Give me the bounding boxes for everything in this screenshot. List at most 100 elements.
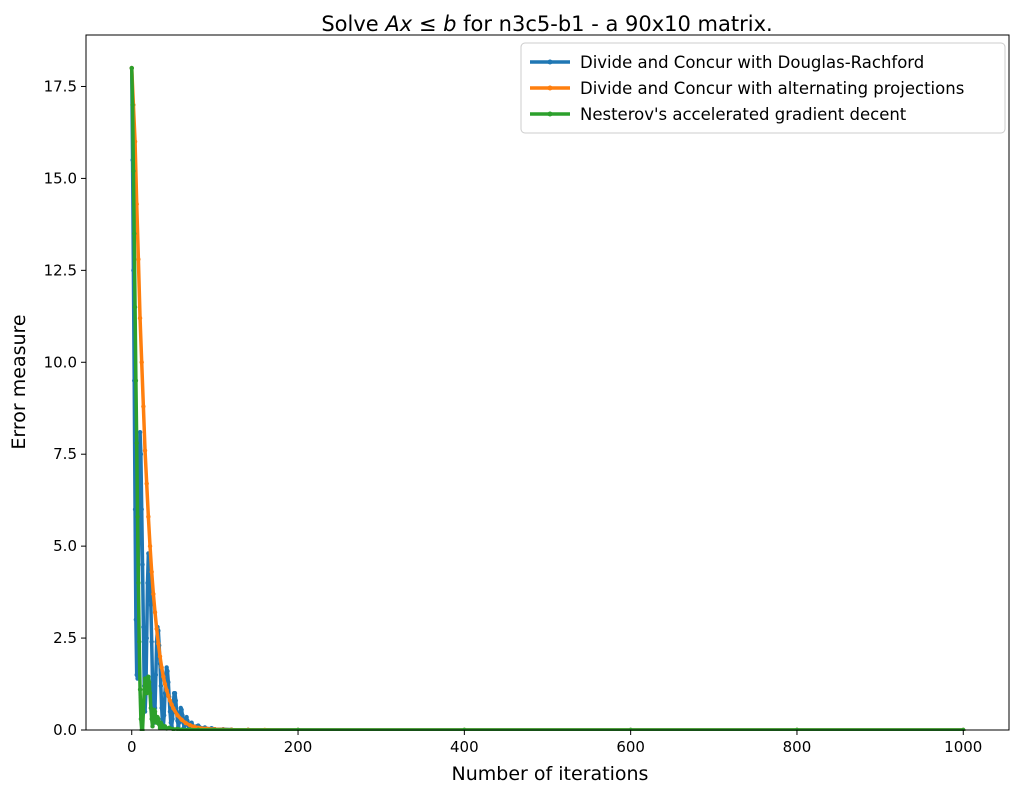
data-point xyxy=(144,481,149,486)
data-point xyxy=(136,580,141,586)
data-point xyxy=(169,702,174,707)
x-tick-label: 1000 xyxy=(944,738,982,756)
data-point xyxy=(183,720,188,726)
y-tick-label: 2.5 xyxy=(53,629,77,647)
data-point xyxy=(180,713,185,718)
data-point xyxy=(159,665,164,670)
series-line xyxy=(129,66,966,731)
data-point xyxy=(142,448,148,453)
data-point xyxy=(168,720,174,725)
legend-label: Nesterov's accelerated gradient decent xyxy=(580,105,907,124)
series-1 xyxy=(129,65,966,731)
data-point xyxy=(187,723,193,728)
x-tick-label: 600 xyxy=(616,738,645,756)
data-point xyxy=(156,716,161,722)
data-point xyxy=(147,680,152,685)
legend-box xyxy=(520,42,1006,134)
y-tick-label: 10.0 xyxy=(44,353,77,371)
data-point xyxy=(152,610,158,615)
y-tick-label: 12.5 xyxy=(44,261,77,279)
data-point xyxy=(140,562,145,567)
data-point xyxy=(159,705,164,711)
y-tick-label: 7.5 xyxy=(53,445,77,463)
x-tick-label: 400 xyxy=(450,738,479,756)
data-point xyxy=(134,440,139,446)
legend-label: Divide and Concur with alternating proje… xyxy=(580,79,964,98)
data-point xyxy=(139,507,144,512)
data-point xyxy=(154,626,159,632)
y-tick-label: 17.5 xyxy=(44,77,77,95)
data-point xyxy=(162,681,168,687)
data-point xyxy=(184,714,189,720)
data-point xyxy=(147,543,153,549)
series-layer xyxy=(129,65,966,731)
data-point xyxy=(137,687,143,692)
data-point xyxy=(151,591,156,597)
data-point xyxy=(137,639,142,644)
data-point xyxy=(144,691,149,696)
data-point xyxy=(137,315,143,321)
data-point xyxy=(146,674,151,679)
data-point xyxy=(173,698,179,703)
data-point xyxy=(147,691,153,696)
data-point xyxy=(165,668,170,674)
y-tick-label: 5.0 xyxy=(53,537,77,555)
x-axis: 0 200 400 600 800 1000 xyxy=(127,730,982,756)
data-point xyxy=(159,722,164,727)
data-point xyxy=(134,201,139,207)
data-point xyxy=(141,624,146,630)
data-point xyxy=(132,304,138,310)
data-point xyxy=(136,257,141,262)
data-point xyxy=(179,717,184,722)
data-point xyxy=(144,635,149,641)
y-axis-label: Error measure xyxy=(8,314,30,449)
plot-frame xyxy=(85,34,1010,731)
data-point xyxy=(156,641,161,646)
y-tick-label: 0.0 xyxy=(53,721,77,739)
data-point xyxy=(176,720,182,725)
y-axis: 0.0 2.5 5.0 7.5 10.0 12.5 15.0 17.5 xyxy=(44,77,86,739)
legend-marker xyxy=(547,59,553,65)
x-tick-label: 800 xyxy=(783,738,812,756)
data-point xyxy=(152,709,158,714)
x-tick-label: 0 xyxy=(127,738,137,756)
data-point xyxy=(166,725,172,730)
data-point xyxy=(133,617,139,622)
data-point xyxy=(170,716,175,722)
data-point xyxy=(141,709,146,714)
data-point xyxy=(132,231,137,236)
data-point xyxy=(166,693,171,698)
legend-label: Divide and Concur with Douglas-Rachford xyxy=(580,53,924,72)
legend-marker xyxy=(547,85,553,91)
y-tick-label: 15.0 xyxy=(44,169,77,187)
data-point xyxy=(164,688,169,693)
series-3 xyxy=(129,65,966,731)
data-point xyxy=(149,569,154,575)
data-point xyxy=(150,680,155,685)
data-point xyxy=(134,672,139,678)
data-point xyxy=(167,709,173,714)
data-point xyxy=(149,639,154,644)
series-line xyxy=(129,66,966,731)
data-point xyxy=(179,707,184,712)
data-point xyxy=(146,514,151,519)
data-point xyxy=(133,378,139,383)
data-point xyxy=(175,713,180,718)
data-point xyxy=(158,683,164,689)
data-point xyxy=(141,404,146,409)
data-point xyxy=(148,705,154,711)
data-point xyxy=(171,727,176,731)
x-tick-label: 200 xyxy=(284,738,313,756)
data-point xyxy=(167,698,173,703)
data-point xyxy=(131,168,136,174)
data-point xyxy=(157,725,163,731)
data-point xyxy=(172,691,178,696)
series-line xyxy=(129,66,966,731)
chart-title: Solve Ax ≤ b for n3c5-b1 - a 90x10 matri… xyxy=(321,12,772,36)
legend: Divide and Concur with Douglas-Rachford D… xyxy=(520,42,1006,134)
legend-marker xyxy=(547,111,553,117)
data-point xyxy=(171,706,176,711)
data-point xyxy=(135,514,140,519)
data-point xyxy=(157,654,163,659)
